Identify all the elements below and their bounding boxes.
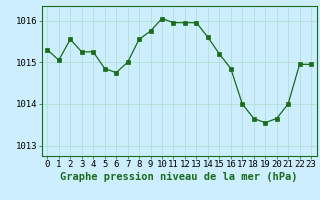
- X-axis label: Graphe pression niveau de la mer (hPa): Graphe pression niveau de la mer (hPa): [60, 172, 298, 182]
